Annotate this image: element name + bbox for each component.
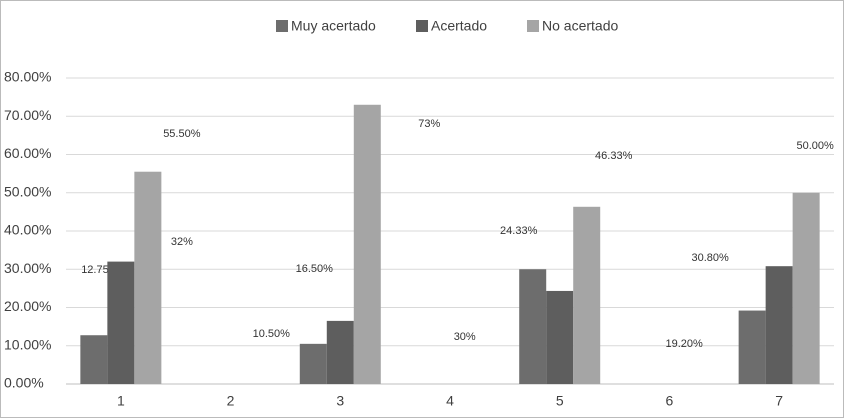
x-tick-label: 6 [666,393,674,409]
x-tick-label: 2 [227,393,235,409]
bar [134,171,162,384]
y-tick-label: 70.00% [4,107,51,123]
x-tick-label: 3 [336,393,344,409]
y-tick-label: 40.00% [4,222,51,238]
value-label: 50.00% [796,140,834,152]
value-label: 24.33% [500,225,538,237]
x-tick-label: 7 [775,393,783,409]
value-label: 10.50% [253,328,291,340]
value-label: 46.33% [595,150,633,162]
x-tick-label: 5 [556,393,564,409]
y-tick-label: 10.00% [4,336,51,352]
value-label: 30.80% [691,252,729,264]
bar [792,192,820,384]
legend-swatch [276,20,288,32]
value-label: 55.50% [163,128,201,140]
y-tick-label: 80.00% [4,69,51,85]
value-label: 73% [418,118,440,130]
y-tick-label: 0.00% [4,375,44,391]
bar [738,310,766,384]
x-tick-label: 1 [117,393,125,409]
legend-label: Acertado [431,18,487,34]
y-tick-label: 20.00% [4,298,51,314]
bar [519,269,547,384]
y-tick-label: 60.00% [4,145,51,161]
x-tick-label: 4 [446,393,454,409]
bar [80,335,108,384]
bar [546,290,574,384]
legend-swatch [527,20,539,32]
bar [765,266,793,384]
bar [326,320,354,384]
value-label: 30% [454,331,476,343]
legend-label: Muy acertado [291,18,376,34]
legend-swatch [416,20,428,32]
bar [353,104,381,385]
value-label: 16.50% [296,263,334,275]
value-label: 32% [171,236,193,248]
legend-label: No acertado [542,18,618,34]
y-tick-label: 30.00% [4,260,51,276]
y-tick-label: 50.00% [4,183,51,199]
bar [107,261,135,384]
value-label: 19.20% [665,338,703,350]
bar [573,206,601,384]
bar [299,343,327,384]
